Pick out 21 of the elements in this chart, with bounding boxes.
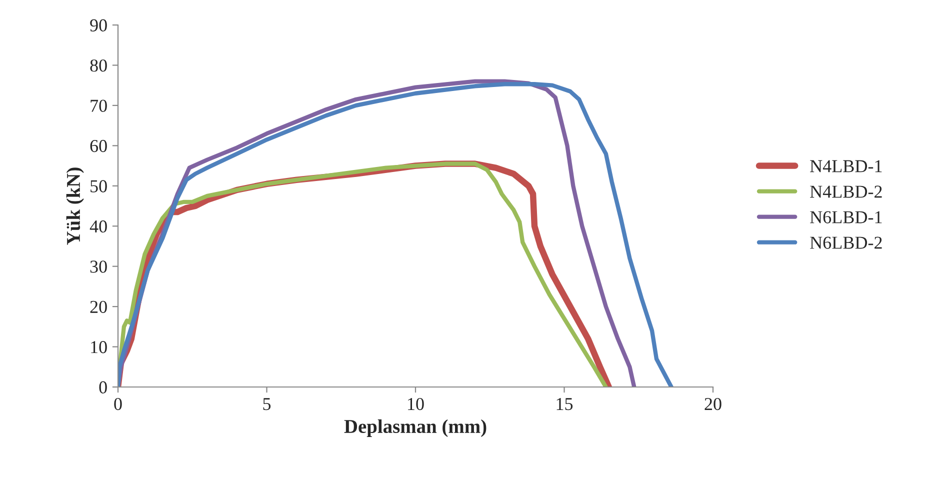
legend-label: N6LBD-1 [810,211,882,224]
legend-label: N6LBD-2 [810,236,882,249]
x-tick-label: 20 [704,398,722,410]
x-tick-label: 10 [408,398,424,410]
y-tick-label: 80 [90,59,107,72]
y-tick-label: 40 [90,220,107,233]
y-tick-label: 60 [90,140,107,152]
y-tick-label: 0 [99,381,107,394]
y-tick-label: 20 [90,300,107,313]
legend-label: N4LBD-1 [810,160,882,172]
y-tick-label: 50 [90,180,107,192]
x-axis-title: Deplasman (mm) [344,419,486,437]
x-tick-label: 0 [114,398,122,410]
x-tick-label: 15 [556,398,573,410]
y-tick-label: 10 [91,341,107,354]
y-tick-label: 30 [90,260,107,273]
y-tick-label: 90 [90,19,107,32]
legend-label: N4LBD-2 [810,186,882,198]
y-axis-title: Yük (kN) [66,168,84,245]
x-tick-label: 5 [263,398,271,410]
y-tick-label: 70 [90,100,107,112]
